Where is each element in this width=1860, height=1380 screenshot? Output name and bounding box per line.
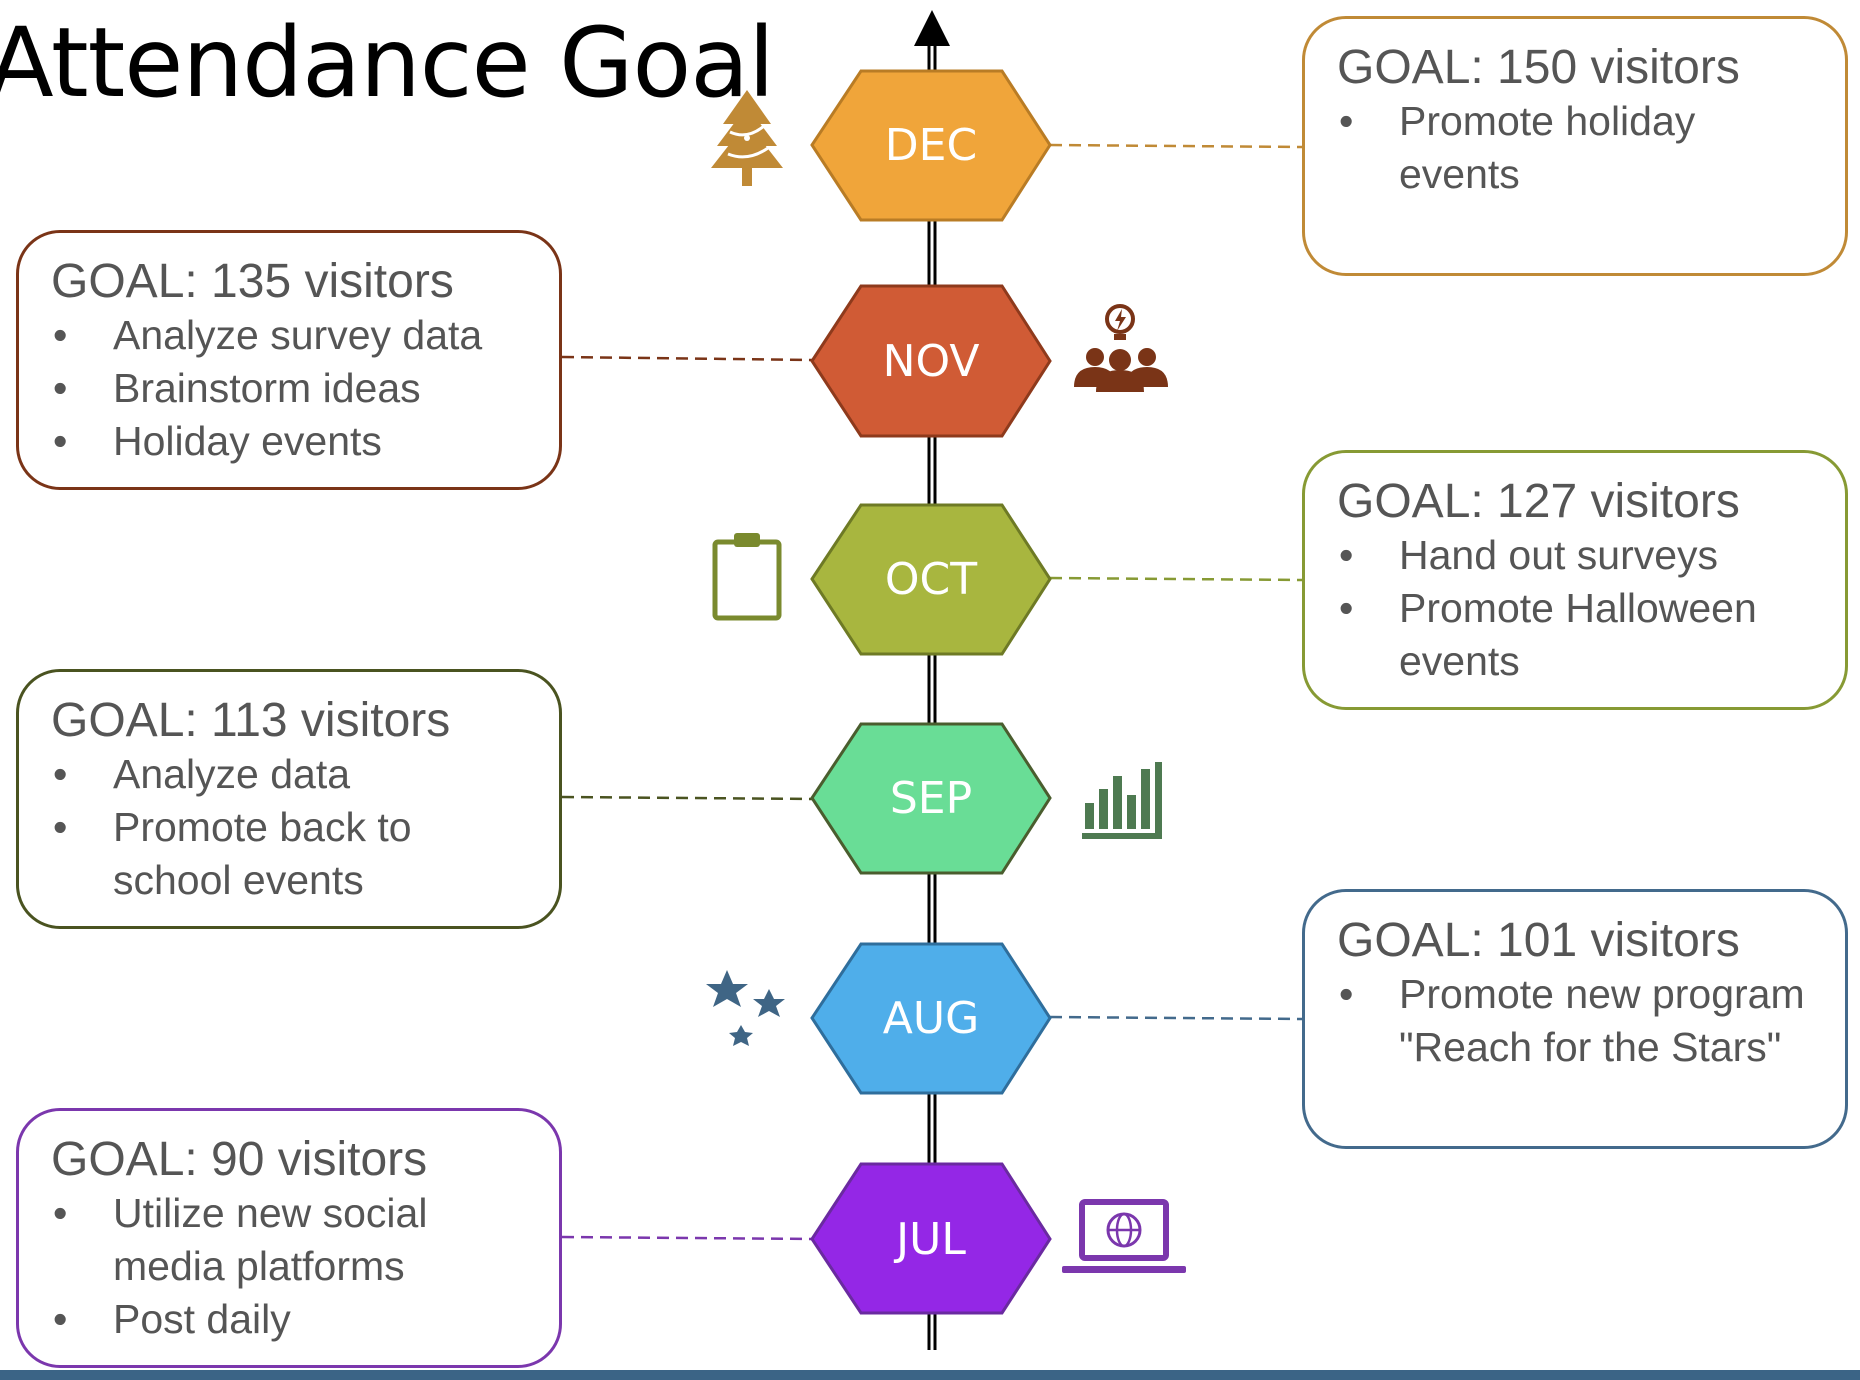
- month-node-sep: SEP: [810, 722, 1052, 875]
- month-node-jul: JUL: [810, 1162, 1052, 1315]
- hexagon-dec: [810, 69, 1052, 222]
- goal-heading-oct: GOAL: 127 visitors: [1337, 475, 1740, 528]
- page-title: Attendance Goal: [0, 7, 775, 119]
- goal-list-jul: Utilize new social media platforms Post …: [51, 1187, 539, 1346]
- timeline-arrowhead: [914, 10, 950, 46]
- goal-list-nov: Analyze survey data Brainstorm ideas Hol…: [51, 309, 539, 468]
- month-node-nov: NOV: [810, 284, 1052, 438]
- bottom-bar: [0, 1370, 1860, 1380]
- month-node-oct: OCT: [810, 503, 1052, 656]
- month-label-sep: SEP: [890, 773, 972, 824]
- goal-heading-dec: GOAL: 150 visitors: [1337, 41, 1740, 94]
- goal-heading-aug: GOAL: 101 visitors: [1337, 914, 1740, 967]
- goal-card-dec: GOAL: 150 visitors Promote holiday event…: [1302, 16, 1848, 276]
- goal-item: Analyze survey data: [51, 309, 539, 362]
- goal-list-oct: Hand out surveys Promote Halloween event…: [1337, 529, 1825, 688]
- connector-jul: [561, 1235, 815, 1241]
- goal-heading-sep: GOAL: 113 visitors: [51, 694, 451, 747]
- month-label-jul: JUL: [893, 1214, 966, 1265]
- clipboard-icon: [712, 533, 782, 621]
- goal-list-sep: Analyze data Promote back to school even…: [51, 748, 539, 907]
- stars-icon: [706, 970, 785, 1046]
- goal-list-aug: Promote new program "Reach for the Stars…: [1337, 968, 1825, 1074]
- goal-item: Utilize new social media platforms: [51, 1187, 539, 1293]
- laptop-globe-icon: [1062, 1199, 1186, 1273]
- connector-oct: [1049, 576, 1303, 582]
- month-label-dec: DEC: [885, 120, 977, 171]
- goal-card-oct: GOAL: 127 visitors Hand out surveys Prom…: [1302, 450, 1848, 710]
- goal-card-aug: GOAL: 101 visitors Promote new program "…: [1302, 889, 1848, 1149]
- goal-item: Analyze data: [51, 748, 539, 801]
- month-node-dec: DEC: [810, 69, 1052, 222]
- bar-chart-icon: [1082, 762, 1162, 839]
- hexagon-aug: [810, 942, 1052, 1095]
- goal-item: Promote Halloween events: [1337, 582, 1825, 688]
- month-label-aug: AUG: [883, 993, 979, 1044]
- connector-nov: [561, 355, 815, 362]
- connector-aug: [1049, 1015, 1303, 1021]
- connector-dec: [1049, 143, 1303, 149]
- month-node-aug: AUG: [810, 942, 1052, 1095]
- goal-card-jul: GOAL: 90 visitors Utilize new social med…: [16, 1108, 562, 1368]
- goal-card-sep: GOAL: 113 visitors Analyze data Promote …: [16, 669, 562, 929]
- timeline-axis: [914, 10, 950, 1350]
- goal-item: Holiday events: [51, 415, 539, 468]
- goal-heading-jul: GOAL: 90 visitors: [51, 1133, 428, 1186]
- goal-heading-nov: GOAL: 135 visitors: [51, 255, 454, 308]
- hexagon-sep: [810, 722, 1052, 875]
- hexagon-nov: [810, 284, 1052, 438]
- goal-item: Post daily: [51, 1293, 539, 1346]
- christmas-tree-icon: [711, 90, 783, 186]
- goal-list-dec: Promote holiday events: [1337, 95, 1825, 201]
- connector-sep: [561, 795, 815, 801]
- month-label-oct: OCT: [885, 554, 977, 605]
- team-idea-icon: [1074, 304, 1168, 392]
- goal-item: Promote back to school events: [51, 801, 539, 907]
- goal-item: Hand out surveys: [1337, 529, 1825, 582]
- goal-item: Brainstorm ideas: [51, 362, 539, 415]
- hexagon-jul: [810, 1162, 1052, 1315]
- month-label-nov: NOV: [883, 336, 980, 387]
- goal-card-nov: GOAL: 135 visitors Analyze survey data B…: [16, 230, 562, 490]
- goal-item: Promote holiday events: [1337, 95, 1825, 201]
- hexagon-oct: [810, 503, 1052, 656]
- goal-item: Promote new program "Reach for the Stars…: [1337, 968, 1825, 1074]
